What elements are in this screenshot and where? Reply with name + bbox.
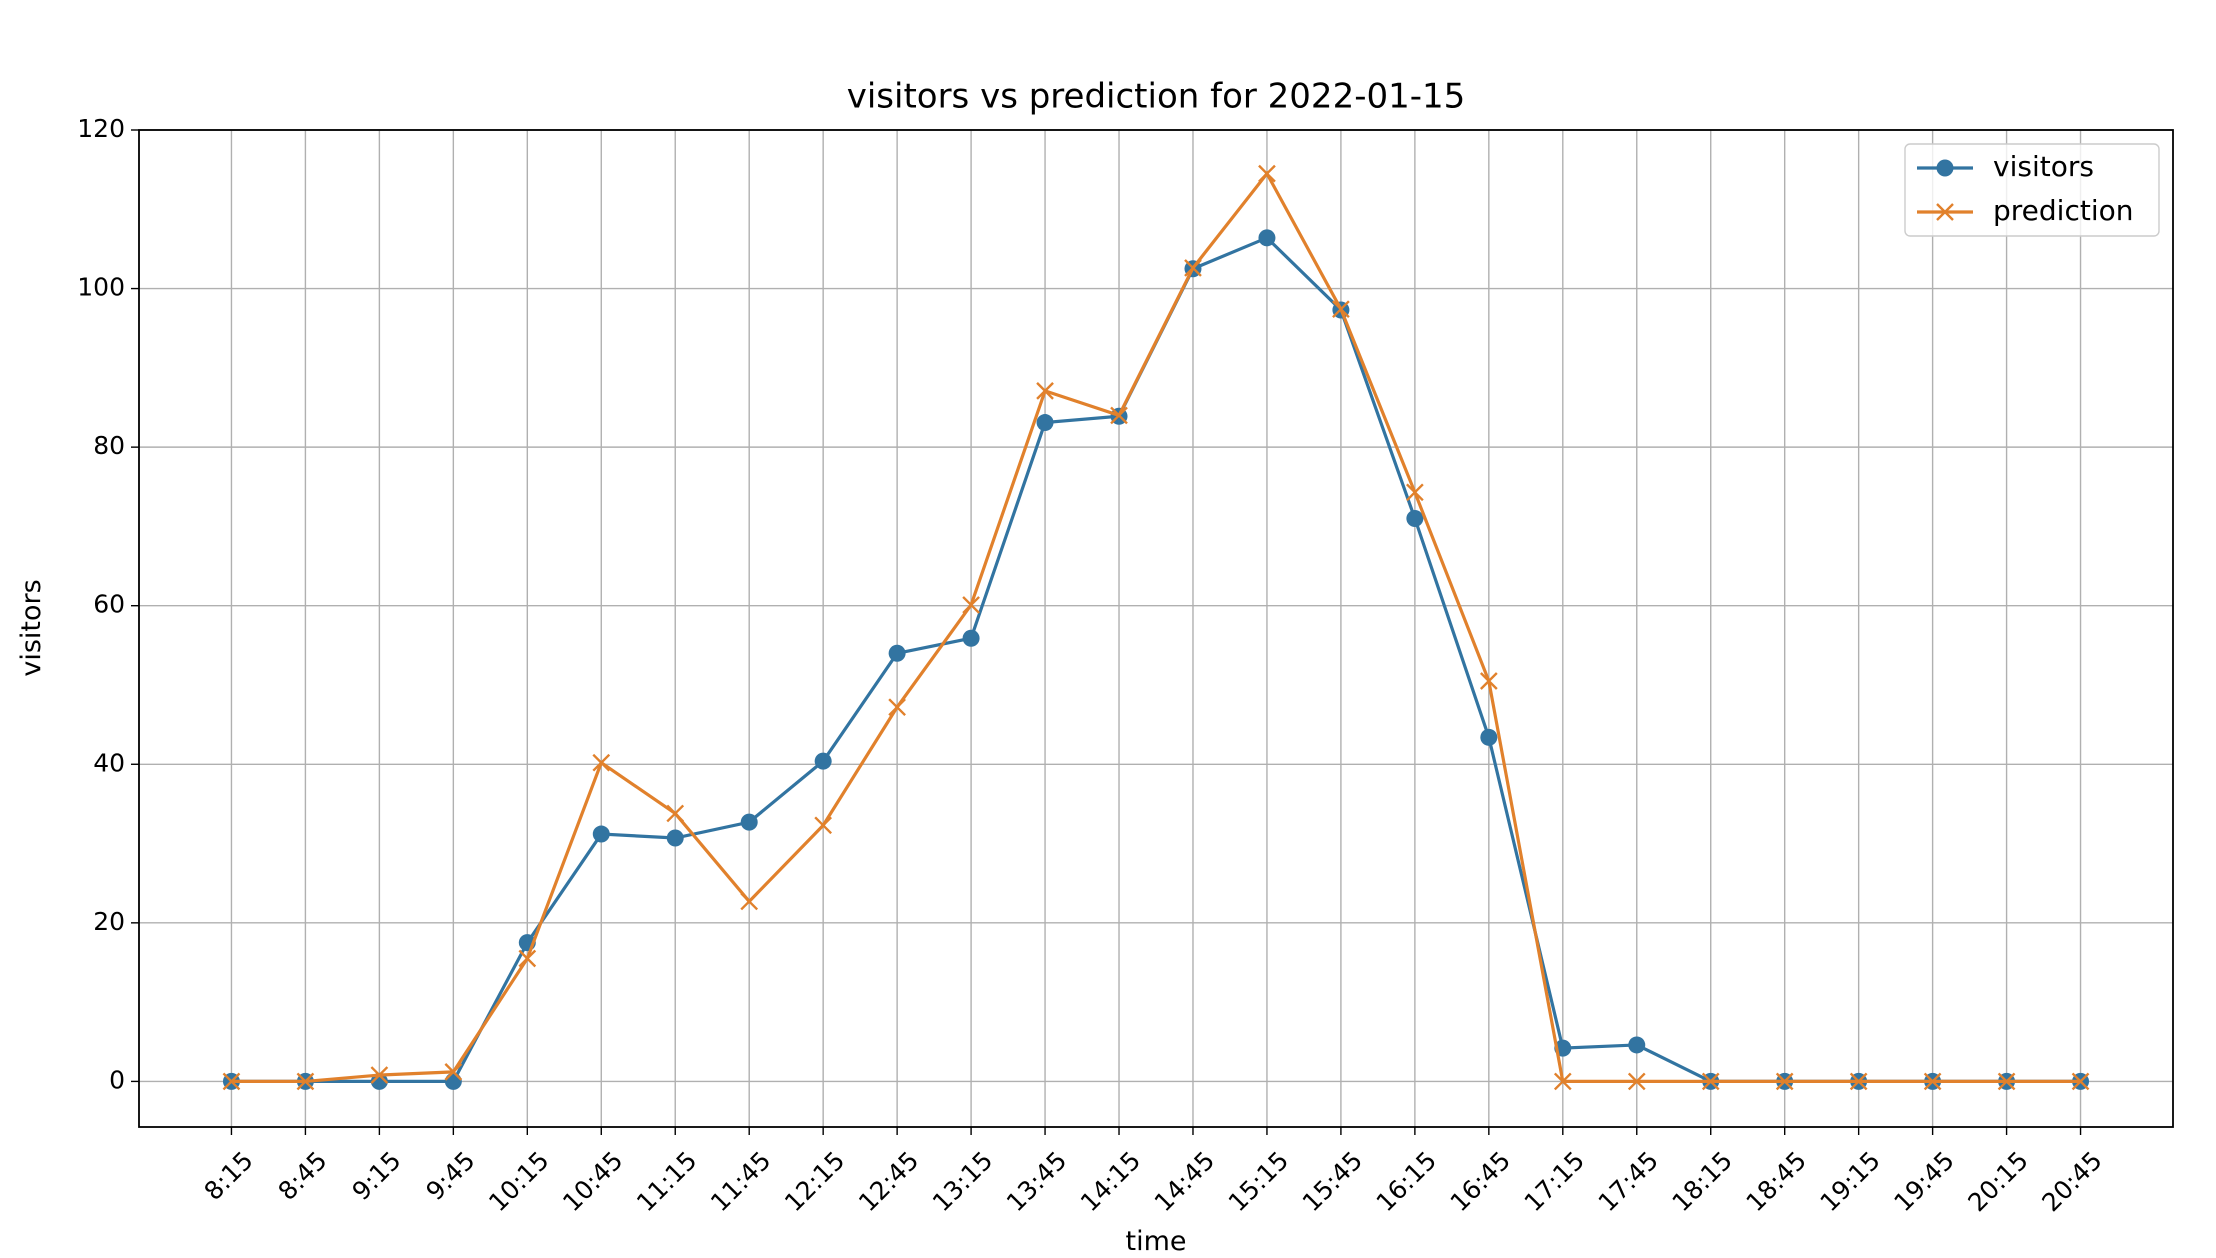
marker — [370, 1072, 388, 1090]
chart-title: visitors vs prediction for 2022-01-15 — [847, 77, 1466, 117]
x-tick-label: 20:15 — [1962, 1146, 2033, 1217]
marker — [962, 596, 980, 614]
marker — [1775, 1072, 1794, 1091]
legend-label: visitors — [1993, 150, 2094, 183]
x-tick-label: 18:15 — [1667, 1146, 1738, 1217]
marker — [1258, 229, 1276, 247]
x-tick-label: 13:45 — [1001, 1146, 1072, 1217]
legend: visitors prediction — [1904, 143, 2160, 237]
x-tick-label: 11:15 — [631, 1146, 702, 1217]
plot-frame — [138, 129, 2174, 1128]
marker — [1701, 1072, 1720, 1091]
y-tick-label: 100 — [77, 273, 125, 302]
y-tick-label: 120 — [77, 114, 125, 143]
x-tick-label: 16:45 — [1445, 1146, 1516, 1217]
series-line — [231, 235, 2081, 1084]
series — [222, 229, 2090, 1090]
y-tick-label: 20 — [93, 907, 125, 936]
x-tick-label: 10:15 — [483, 1146, 554, 1217]
x-tick-label: 16:15 — [1371, 1146, 1442, 1217]
marker — [1406, 483, 1424, 502]
marker — [1036, 381, 1054, 400]
marker — [1936, 159, 1954, 177]
series-line — [231, 170, 2081, 1084]
marker — [666, 804, 685, 823]
series — [222, 164, 2090, 1091]
x-tick-label: 13:15 — [927, 1146, 998, 1217]
x-tick-label: 9:45 — [420, 1146, 480, 1206]
marker — [814, 752, 832, 770]
x-tick-label: 8:15 — [199, 1146, 259, 1206]
x-tick-label: 14:45 — [1149, 1146, 1220, 1217]
marker — [1997, 1072, 2016, 1091]
marker — [740, 813, 758, 831]
x-tick-label: 19:45 — [1888, 1146, 1959, 1217]
x-tick-label: 19:15 — [1814, 1146, 1885, 1217]
y-axis-label: visitors — [16, 579, 47, 676]
marker — [1110, 406, 1128, 425]
marker — [1849, 1072, 1868, 1091]
marker — [1923, 1072, 1942, 1091]
x-tick-label: 10:45 — [557, 1146, 628, 1217]
marker — [1627, 1072, 1646, 1091]
marker — [444, 1063, 463, 1081]
y-tick-label: 60 — [93, 590, 125, 619]
marker — [1036, 414, 1054, 432]
marker — [518, 949, 537, 968]
marker — [222, 1072, 241, 1091]
marker — [1480, 728, 1498, 746]
marker — [888, 698, 906, 717]
marker — [370, 1066, 389, 1084]
marker — [814, 816, 833, 835]
marker — [1258, 164, 1276, 183]
x-tick-label: 11:45 — [705, 1146, 776, 1217]
marker — [2071, 1072, 2090, 1091]
x-tick-label: 17:15 — [1519, 1146, 1590, 1217]
x-tick-label: 14:15 — [1075, 1146, 1146, 1217]
marker — [592, 753, 611, 772]
marker — [444, 1072, 462, 1090]
marker — [1184, 259, 1202, 277]
x-tick-label: 15:15 — [1223, 1146, 1294, 1217]
y-tick-label: 40 — [93, 748, 125, 777]
y-tick-label: 80 — [93, 431, 125, 460]
x-tick-label: 12:15 — [779, 1146, 850, 1217]
marker — [962, 629, 980, 647]
x-tick-label: 9:15 — [346, 1146, 406, 1206]
x-tick-label: 8:45 — [272, 1146, 332, 1206]
x-tick-label: 18:45 — [1740, 1146, 1811, 1217]
x-tick-label: 12:45 — [853, 1146, 924, 1217]
marker — [1479, 672, 1498, 690]
marker — [1628, 1036, 1646, 1054]
marker — [592, 825, 610, 843]
marker — [888, 644, 906, 662]
x-axis-label: time — [1125, 1226, 1186, 1257]
y-tick-label: 0 — [109, 1065, 125, 1094]
marker — [740, 892, 759, 911]
marker — [1406, 509, 1424, 527]
marker — [1936, 203, 1954, 221]
marker — [666, 829, 684, 847]
marker — [1332, 300, 1350, 319]
marker — [1553, 1072, 1572, 1091]
x-tick-label: 17:45 — [1593, 1146, 1664, 1217]
x-tick-label: 15:45 — [1297, 1146, 1368, 1217]
marker — [296, 1072, 315, 1091]
x-tick-label: 20:45 — [2036, 1146, 2107, 1217]
legend-label: prediction — [1993, 194, 2133, 227]
